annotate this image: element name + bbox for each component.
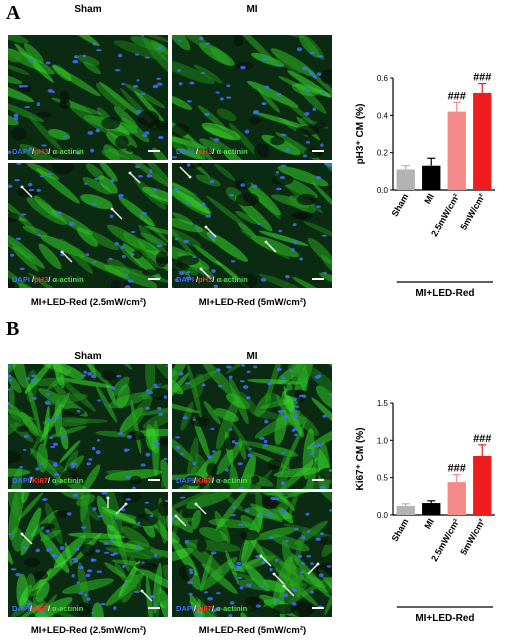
cell-arrow — [21, 186, 33, 198]
y-axis-label: pH3⁺ CM (%) — [355, 104, 366, 165]
x-category-label: Sham — [390, 517, 411, 543]
bar — [473, 456, 492, 515]
cell-arrow — [260, 555, 272, 567]
bar — [473, 92, 492, 190]
y-tick-label: 0.0 — [377, 186, 389, 195]
stain-label: DAPI/Ki67/ α-actinin — [176, 604, 248, 613]
significance-marker: ### — [473, 72, 491, 84]
stain-label: DAPI /pH3/ α-actinin — [12, 147, 84, 156]
cell-arrow — [179, 166, 191, 178]
bar — [447, 482, 466, 515]
cell-arrow — [205, 226, 217, 238]
group-label: MI+LED-Red — [415, 288, 474, 299]
micrograph-texture — [8, 163, 168, 288]
group-label: MI+LED-Red — [415, 613, 474, 624]
stain-label: DAPI /pH3/ α-actinin — [176, 147, 248, 156]
micrograph-texture — [172, 492, 332, 617]
panel-b-col-label-sham: Sham — [74, 351, 102, 362]
panel-b-row-label-2-5: MI+LED-Red (2.5mW/cm²) — [30, 625, 147, 636]
y-tick-label: 0.2 — [377, 149, 389, 158]
cell-arrow — [141, 590, 153, 602]
stain-label: DAPI/Ki67/ α-actinin — [12, 476, 84, 485]
y-axis-label: Ki67⁺ CM (%) — [355, 427, 366, 490]
scale-bar — [148, 479, 160, 481]
bar — [447, 111, 466, 190]
x-category-label: Sham — [390, 192, 411, 218]
micrograph-texture — [172, 364, 332, 489]
scale-bar — [312, 479, 324, 481]
x-category-label: 5mW/cm² — [458, 517, 487, 557]
panel-a-col-label-mi: MI — [246, 4, 258, 15]
cell-arrow — [61, 251, 73, 263]
panel-b-image-led-2-5: DAPI/Ki67/ α-actinin — [8, 492, 168, 617]
cell-arrow — [115, 503, 127, 515]
cell-arrow — [195, 503, 207, 515]
cell-arrow — [273, 573, 285, 585]
panel-a-row-label-5: MI+LED-Red (5mW/cm²) — [198, 297, 307, 308]
panel-b-image-mi: DAPI/Ki67/ α-actinin — [172, 364, 332, 489]
scale-bar — [312, 278, 324, 280]
bar — [422, 165, 441, 190]
stain-label: DAPI/Ki67/ α-actinin — [176, 476, 248, 485]
panel-b-image-sham: DAPI/Ki67/ α-actinin — [8, 364, 168, 489]
micrograph-texture — [8, 492, 168, 617]
panel-a-image-led-5: DAPI /pH3/ α-actinin — [172, 163, 332, 288]
panel-a-col-label-sham: Sham — [74, 4, 102, 15]
panel-a-image-mi: DAPI /pH3/ α-actinin — [172, 35, 332, 160]
scale-bar — [148, 278, 160, 280]
significance-marker: ### — [473, 433, 491, 445]
x-category-label: MI — [422, 517, 436, 531]
cell-arrow — [21, 533, 33, 545]
panel-b-col-label-mi: MI — [246, 351, 258, 362]
cell-arrow — [200, 268, 212, 280]
cell-arrow — [307, 563, 319, 575]
significance-marker: ### — [448, 90, 466, 102]
micrograph-texture — [172, 35, 332, 160]
scale-bar — [148, 607, 160, 609]
micrograph-texture — [8, 364, 168, 489]
panel-a-row-label-2-5: MI+LED-Red (2.5mW/cm²) — [30, 297, 147, 308]
micrograph-texture — [172, 163, 332, 288]
panel-a-image-sham: DAPI /pH3/ α-actinin — [8, 35, 168, 160]
bar — [396, 169, 415, 190]
stain-label: DAPI /pH3/ α-actinin — [12, 275, 84, 284]
y-tick-label: 1.0 — [377, 436, 389, 445]
panel-b-letter: B — [6, 318, 20, 340]
stain-label: DAPI /pH3/ α-actinin — [176, 275, 248, 284]
panel-b-row-label-5: MI+LED-Red (5mW/cm²) — [198, 625, 307, 636]
bar — [396, 506, 415, 515]
y-tick-label: 0.0 — [377, 511, 389, 520]
cell-arrow — [283, 585, 295, 597]
scale-bar — [312, 150, 324, 152]
cell-arrow — [129, 172, 141, 184]
panel-a-image-led-2-5: DAPI /pH3/ α-actinin — [8, 163, 168, 288]
stain-label: DAPI/Ki67/ α-actinin — [12, 604, 84, 613]
scale-bar — [312, 607, 324, 609]
cell-arrow — [265, 241, 277, 253]
cell-arrow — [175, 515, 187, 527]
y-tick-label: 0.5 — [377, 474, 389, 483]
micrograph-texture — [8, 35, 168, 160]
cell-arrow — [111, 208, 123, 220]
panel-a-letter: A — [6, 2, 21, 24]
panel-b-image-led-5: DAPI/Ki67/ α-actinin — [172, 492, 332, 617]
y-tick-label: 1.5 — [377, 399, 389, 408]
bar — [422, 503, 441, 515]
y-tick-label: 0.6 — [377, 74, 389, 83]
scale-bar — [148, 150, 160, 152]
x-category-label: MI — [422, 192, 436, 206]
y-tick-label: 0.4 — [377, 111, 389, 120]
x-category-label: 5mW/cm² — [458, 192, 487, 232]
significance-marker: ### — [448, 463, 466, 475]
